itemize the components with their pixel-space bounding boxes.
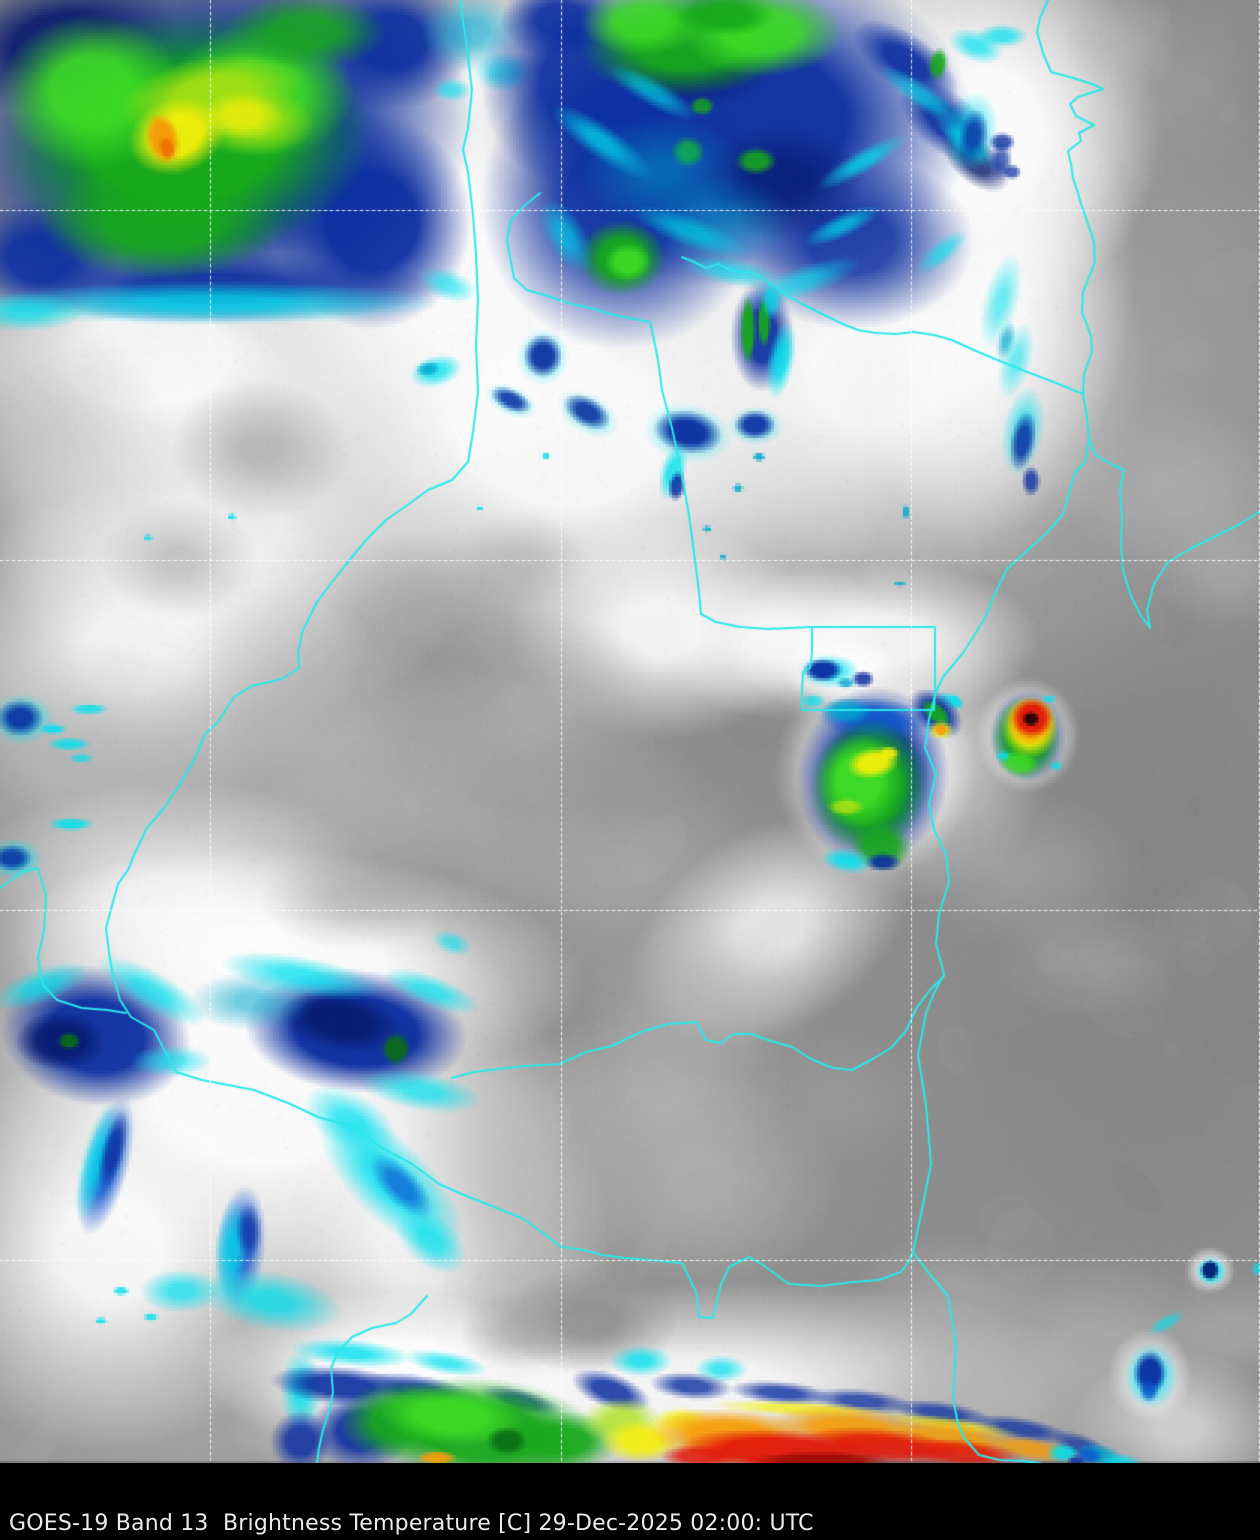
satellite-image-canvas	[0, 0, 1260, 1463]
image-caption: GOES-19 Band 13 Brightness Temperature […	[9, 1511, 814, 1536]
caption-bar: GOES-19 Band 13 Brightness Temperature […	[0, 1463, 1260, 1540]
satellite-image-stage	[0, 0, 1260, 1463]
